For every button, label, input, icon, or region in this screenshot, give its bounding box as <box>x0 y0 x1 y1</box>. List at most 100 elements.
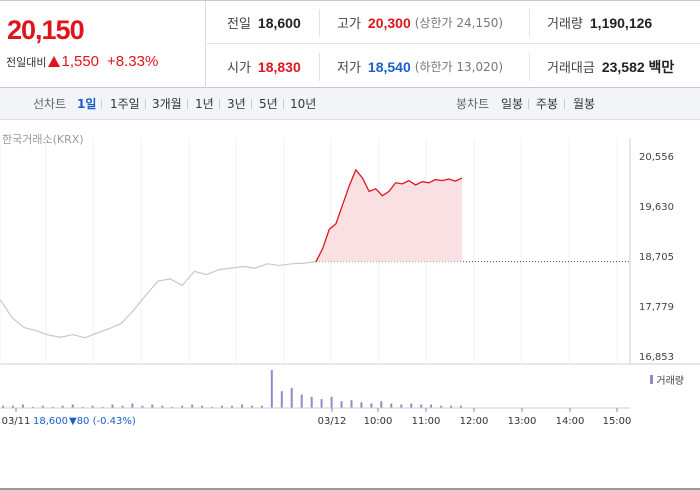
candle-daily[interactable]: 일봉 <box>501 97 524 111</box>
volume-bar <box>121 405 124 408</box>
x-tick-label: 11:00 <box>412 416 441 427</box>
change-label: 전일대비 <box>6 55 47 69</box>
divider <box>529 53 530 81</box>
volume-bar <box>300 394 303 408</box>
volume-bar <box>350 400 353 408</box>
period-5y[interactable]: 5년 <box>259 97 278 111</box>
volume-bar <box>51 406 54 408</box>
volume-bar <box>241 404 243 408</box>
separator <box>101 99 102 109</box>
volume-bar <box>31 406 34 408</box>
price-chart: 20,556 19,630 18,705 17,779 16,853 03/11 03/1… <box>0 138 700 427</box>
stat-value: 18,830 <box>257 58 301 75</box>
volume-bar <box>141 405 144 408</box>
candle-chart-label: 봉차트 <box>456 97 490 111</box>
prev-change-text: ▼80 (-0.43%) <box>69 416 136 427</box>
x-tick-label: 14:00 <box>556 416 585 427</box>
stat-prev-close: 전일 18,600 <box>227 1 301 44</box>
y-tick-label: 17,779 <box>639 302 674 313</box>
volume-bar <box>151 404 154 408</box>
stat-value: 18,540 <box>367 58 411 75</box>
change-line: 전일대비 1,550 +8.33% <box>6 53 158 70</box>
x-tick-label: 10:00 <box>364 416 393 427</box>
candle-monthly[interactable]: 월봉 <box>573 97 596 111</box>
stat-label: 거래량 <box>547 17 583 32</box>
volume-legend-label: 거래량 <box>656 376 684 387</box>
volume-bar <box>400 404 403 408</box>
stat-high: 고가 20,300 (상한가 24,150) <box>337 1 503 44</box>
volume-bar <box>420 404 423 408</box>
volume-bar <box>21 404 24 408</box>
today-area <box>316 169 462 262</box>
period-1w[interactable]: 1주일 <box>110 97 140 111</box>
volume-bar <box>81 406 84 408</box>
period-3y[interactable]: 3년 <box>227 97 246 111</box>
volume-bar <box>360 402 363 408</box>
volume-bar <box>390 403 393 408</box>
stats-row-1: 전일 18,600 고가 20,300 (상한가 24,150) 거래량 1,1… <box>207 1 700 44</box>
period-1y[interactable]: 1년 <box>195 97 214 111</box>
candle-weekly[interactable]: 주봉 <box>536 97 559 111</box>
volume-bar <box>450 405 452 408</box>
stat-label: 저가 <box>337 61 361 76</box>
volume-bar <box>460 405 462 408</box>
prev-day-line <box>0 261 317 339</box>
y-tick-label: 18,705 <box>639 252 674 263</box>
volume-legend-swatch <box>650 375 654 384</box>
line-chart-label: 선차트 <box>33 97 67 111</box>
volume-bar <box>101 406 104 408</box>
volume-bar <box>280 391 283 408</box>
separator <box>145 99 146 109</box>
volume-bar <box>260 405 263 408</box>
x-tick-label: 15:00 <box>603 416 632 427</box>
volume-bar <box>290 387 293 408</box>
separator <box>219 99 220 109</box>
today-line <box>315 168 463 262</box>
period-3m[interactable]: 3개월 <box>152 97 182 111</box>
volume-bar <box>12 405 14 408</box>
stat-value: 23,582 백만 <box>601 58 675 75</box>
stat-label: 전일 <box>227 17 251 32</box>
volume-bar <box>231 405 233 408</box>
stat-label: 고가 <box>337 17 361 32</box>
divider <box>319 53 320 81</box>
volume-bar <box>250 405 253 408</box>
volume-bar <box>41 405 44 408</box>
volume-bar <box>111 404 114 408</box>
volume-bar <box>440 405 443 408</box>
quote-header: 20,150 전일대비 1,550 +8.33% 전일 18,600 고가 20… <box>0 0 700 88</box>
change-percent: +8.33% <box>107 53 159 70</box>
stat-value: 20,300 <box>367 14 411 31</box>
stat-label: 거래대금 <box>547 61 595 76</box>
volume-bar <box>71 404 74 408</box>
volume-bar <box>131 403 134 408</box>
divider <box>529 9 530 37</box>
separator <box>251 99 252 109</box>
prev-close-text: 18,600 <box>33 416 68 427</box>
y-tick-label: 20,556 <box>639 152 674 163</box>
volume-bar <box>201 405 204 408</box>
volume-bar <box>2 405 4 408</box>
y-tick-label: 19,630 <box>639 202 674 213</box>
current-price: 20,150 <box>7 15 85 45</box>
volume-bar <box>211 406 214 408</box>
x-tick-label: 12:00 <box>460 416 489 427</box>
stat-label: 시가 <box>227 61 251 76</box>
period-1d[interactable]: 1일 <box>77 97 97 111</box>
volume-bar <box>171 406 174 408</box>
stat-volume: 거래량 1,190,126 <box>547 1 652 44</box>
volume-bar <box>410 403 413 408</box>
period-10y[interactable]: 10년 <box>290 97 317 111</box>
change-value: 1,550 <box>61 53 100 70</box>
volume-bar <box>221 405 223 408</box>
volume-legend: 거래량 <box>650 372 684 387</box>
x-tick-label: 03/12 <box>318 416 347 427</box>
volume-bar <box>191 404 194 408</box>
divider <box>319 9 320 37</box>
separator <box>528 99 529 109</box>
chart-toolbar: 선차트 1일 1주일 3개월 1년 3년 5년 10년 봉차트 일봉 주봉 월봉 <box>0 88 700 120</box>
stat-value: 18,600 <box>257 14 301 31</box>
volume-bar <box>430 404 433 408</box>
volume-bar <box>181 405 184 408</box>
stat-sub: (하한가 13,020) <box>414 60 504 74</box>
